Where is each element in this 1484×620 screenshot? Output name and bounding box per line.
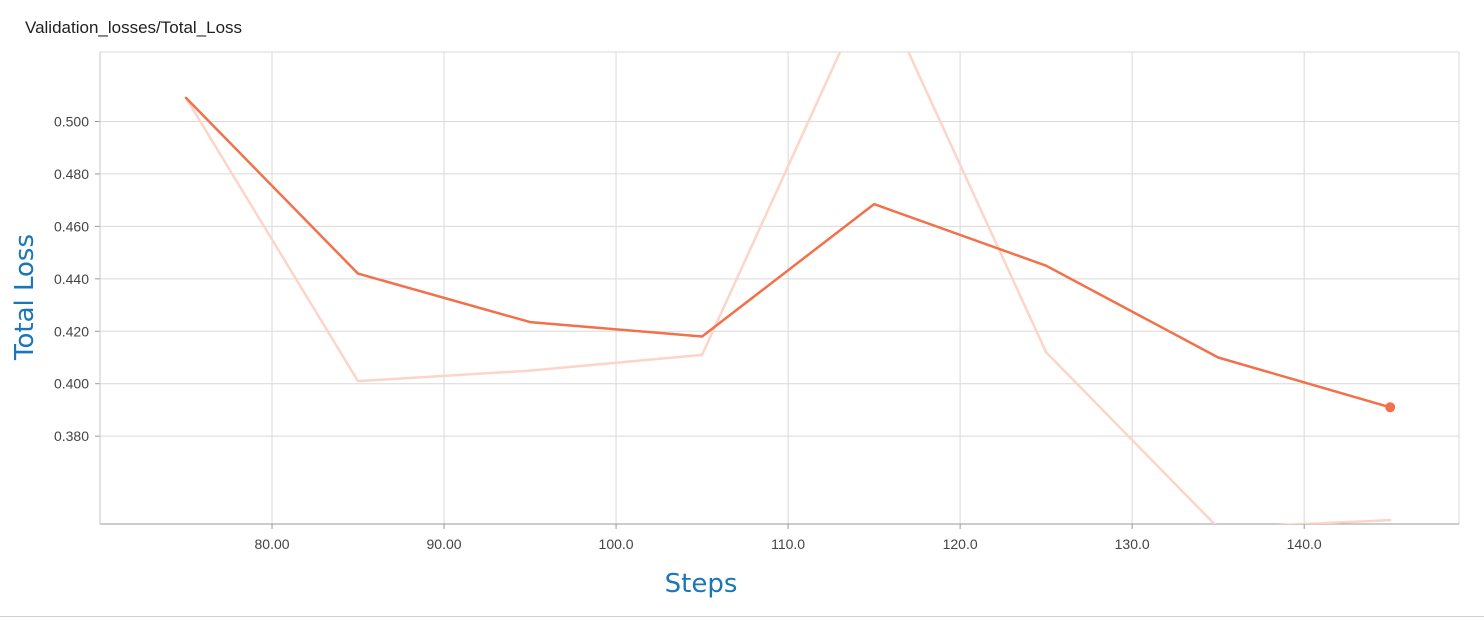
y-tick-label: 0.400 <box>54 376 89 392</box>
last-point-marker <box>1385 402 1396 413</box>
y-tick-label: 0.440 <box>54 271 89 287</box>
bottom-divider <box>0 616 1484 617</box>
chart-title: Validation_losses/Total_Loss <box>25 18 243 37</box>
raw-loss-line <box>184 52 1392 524</box>
y-tick-label: 0.420 <box>54 323 89 339</box>
y-tick-label: 0.500 <box>54 113 89 129</box>
y-tick-label: 0.460 <box>54 218 89 234</box>
smoothed-loss-line <box>184 96 1392 409</box>
plot-frame <box>99 51 1460 525</box>
x-tick-label: 140.0 <box>1287 536 1322 552</box>
tick-labels: 80.00 90.00 100.0 110.0 120.0 130.0 140.0 0.380… <box>54 113 1322 552</box>
x-tick-label: 80.00 <box>255 536 290 552</box>
x-tick-label: 120.0 <box>943 536 978 552</box>
y-axis-title: Total Loss <box>10 234 40 361</box>
axes <box>95 52 1459 529</box>
x-tick-label: 100.0 <box>599 536 634 552</box>
y-tick-label: 0.380 <box>54 428 89 444</box>
series-layer <box>184 52 1396 524</box>
x-tick-label: 130.0 <box>1115 536 1150 552</box>
x-axis-title: Steps <box>665 569 738 599</box>
y-tick-label: 0.480 <box>54 166 89 182</box>
x-tick-label: 110.0 <box>771 536 805 552</box>
grid <box>100 52 1459 524</box>
x-tick-label: 90.00 <box>427 536 462 552</box>
